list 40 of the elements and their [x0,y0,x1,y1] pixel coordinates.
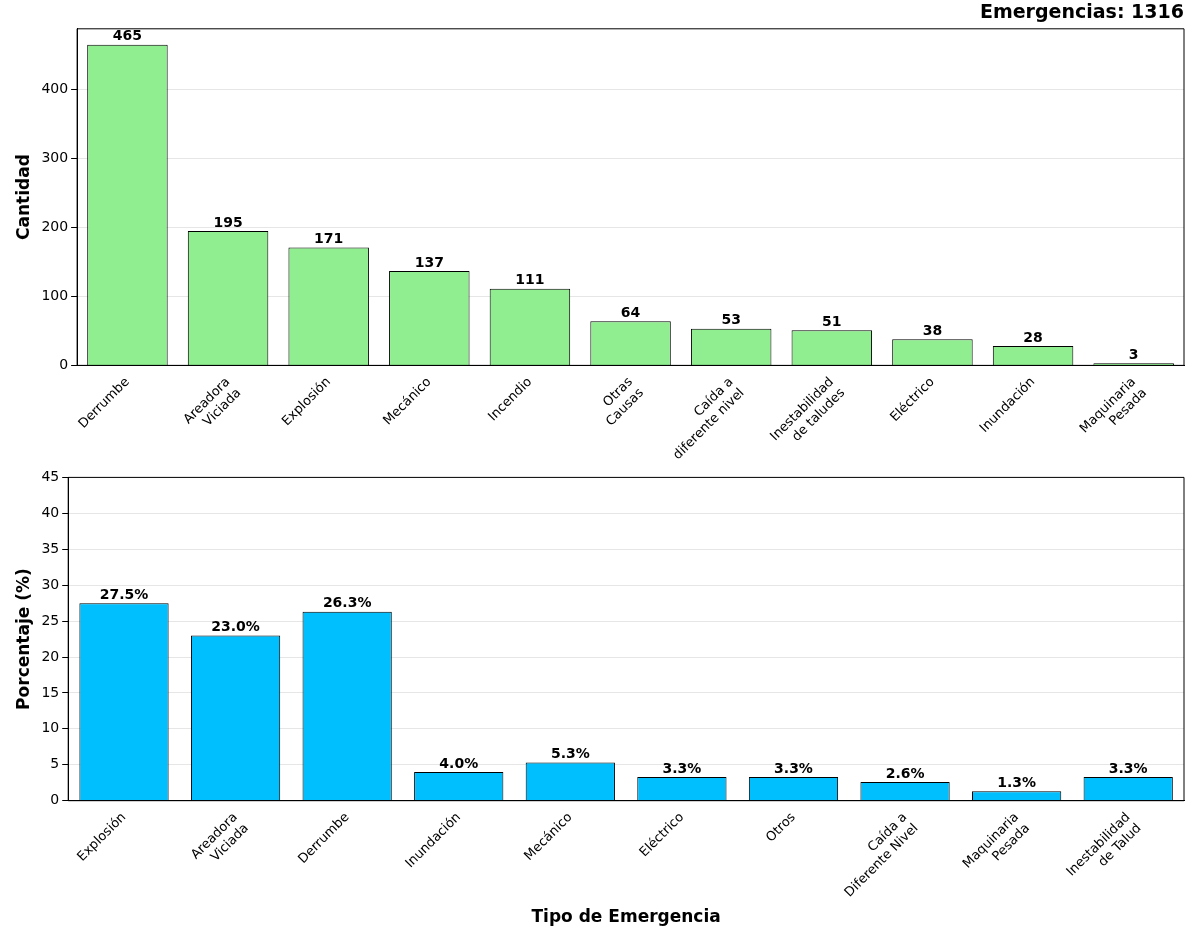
x-axis-title: Tipo de Emergencia [531,906,721,927]
y-tick-label: 30 [41,575,60,592]
y-tick-label: 40 [41,503,60,520]
y-tick-label: 45 [41,468,60,485]
data-label: 23.0% [211,618,260,635]
data-label: 3.3% [1108,759,1148,776]
y-tick-label: 300 [41,149,69,166]
data-label: 38 [922,321,943,338]
data-label: 5.3% [550,745,590,762]
y-axis-title: Cantidad [12,154,33,241]
y-tick-label: 15 [41,683,60,700]
data-label: 3.3% [662,759,702,776]
data-label: 1.3% [997,774,1037,790]
y-tick-label: 400 [41,80,69,97]
y-tick-label: 100 [41,287,69,304]
y-tick-label: 20 [41,647,60,664]
data-label: 27.5% [99,585,149,602]
data-label: 3 [1128,345,1139,362]
y-axis-title: Porcentaje (%) [12,568,33,710]
data-label: 465 [112,27,143,44]
y-tick-label: 5 [50,755,60,772]
y-tick-label: 10 [41,719,60,736]
y-tick-label: 0 [50,791,60,808]
data-label: 64 [620,303,641,320]
y-tick-label: 35 [41,539,60,556]
chart-title: Emergencias: 1316 [979,0,1184,23]
data-label: 171 [314,230,344,247]
y-tick-label: 25 [41,611,60,628]
y-tick-label: 0 [59,356,69,373]
data-label: 28 [1023,328,1043,345]
data-label: 195 [213,213,243,230]
data-label: 3.3% [774,759,813,776]
data-label: 4.0% [439,754,479,771]
data-label: 26.3% [322,594,372,611]
data-label: 2.6% [885,764,925,781]
data-label: 137 [414,253,444,270]
data-label: 53 [721,311,741,328]
y-tick-label: 200 [41,218,69,235]
data-label: 111 [515,271,545,288]
data-label: 51 [822,312,842,329]
